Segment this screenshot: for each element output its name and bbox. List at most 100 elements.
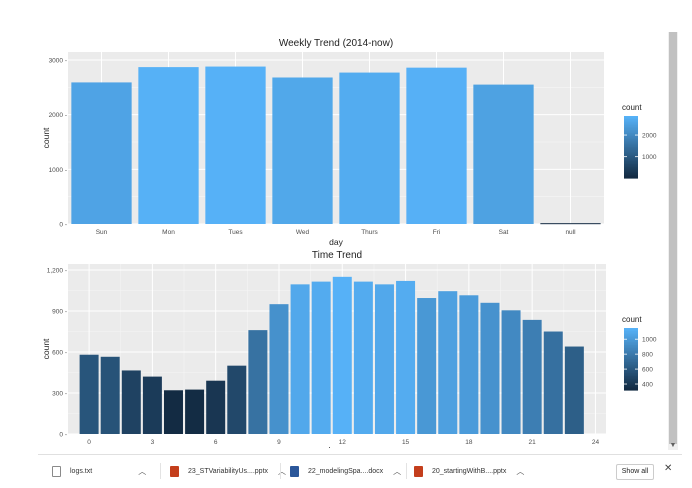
legend-gradient-step	[624, 362, 638, 365]
legend-gradient-step	[624, 329, 638, 332]
chevron-up-icon[interactable]: ︿	[393, 466, 402, 476]
legend-gradient-step	[624, 385, 638, 388]
show-all-button[interactable]: Show all	[616, 464, 654, 480]
scrollbar-thumb[interactable]	[669, 32, 677, 444]
x-tick-label: 24	[592, 439, 600, 446]
bar-hour-12	[332, 276, 352, 434]
close-icon[interactable]: ✕	[664, 463, 673, 474]
legend-gradient-step	[624, 168, 638, 171]
legend-gradient-step	[624, 176, 638, 179]
legend-gradient-step	[624, 167, 638, 170]
legend-gradient-step	[624, 151, 638, 154]
legend-gradient-step	[624, 142, 638, 145]
download-item-23[interactable]: 23_STVariabilityUs....pptx ︿	[170, 461, 286, 481]
legend-gradient-step	[624, 345, 638, 348]
chevron-up-icon[interactable]: ︿	[138, 466, 147, 476]
legend-gradient-step	[624, 153, 638, 156]
legend-gradient-step	[624, 171, 638, 174]
x-tick-label: 21	[529, 439, 537, 446]
legend-gradient-step	[624, 366, 638, 369]
legend-gradient-step	[624, 154, 638, 157]
legend-gradient-step	[624, 372, 638, 376]
y-tick-label: 0 -	[59, 222, 67, 229]
legend-gradient-step	[624, 174, 638, 178]
legend-gradient-step	[624, 157, 638, 160]
x-tick-label: 3	[151, 439, 155, 446]
legend-gradient-step	[624, 143, 638, 147]
x-tick-label: 9	[277, 439, 281, 446]
legend-gradient-step	[624, 360, 638, 363]
bar-hour-15	[396, 280, 416, 434]
legend-gradient-step	[624, 337, 638, 340]
legend-gradient-step	[624, 133, 638, 136]
bar-wed	[272, 77, 333, 224]
doc-file-icon	[290, 465, 299, 477]
legend-gradient-step	[624, 170, 638, 173]
legend-gradient-step	[624, 363, 638, 366]
chevron-up-icon[interactable]: ︿	[516, 466, 525, 476]
legend-gradient-step	[624, 117, 638, 120]
download-filename: 20_startingWithB....pptx	[432, 467, 507, 475]
legend-gradient-step	[624, 165, 638, 168]
x-tick-label: 15	[402, 439, 410, 446]
download-item-logs[interactable]: logs.txt ︿	[52, 461, 146, 481]
y-axis-label: count	[41, 127, 51, 148]
download-item-20[interactable]: 20_startingWithB....pptx ︿	[414, 461, 524, 481]
legend-gradient-step	[624, 377, 638, 380]
x-tick-label: 6	[214, 439, 218, 446]
legend-gradient-step	[624, 136, 638, 139]
bar-hour-16	[417, 298, 437, 434]
legend-gradient-step	[624, 340, 638, 343]
bar-hour-5	[185, 389, 205, 434]
legend-gradient-step	[624, 383, 638, 386]
legend-gradient-step	[624, 331, 638, 334]
legend-gradient-step	[624, 352, 638, 355]
legend-gradient-step	[624, 374, 638, 377]
legend-gradient-step	[624, 159, 638, 162]
legend-gradient-step	[624, 139, 638, 142]
legend-gradient-step	[624, 150, 638, 153]
legend-gradient-step	[624, 355, 638, 359]
legend-title: count	[622, 315, 642, 324]
bar-hour-18	[459, 295, 479, 434]
vertical-scrollbar[interactable]: ▼	[668, 32, 678, 450]
chart-title: Time Trend	[312, 250, 362, 261]
y-axis-label: count	[41, 338, 51, 359]
x-tick-label: Thurs	[361, 229, 378, 236]
x-axis-label: hour	[328, 445, 345, 448]
x-tick-label: Mon	[162, 229, 175, 236]
x-tick-label: Fri	[433, 229, 441, 236]
download-filename: logs.txt	[70, 467, 93, 475]
legend-tick-label: 800	[642, 352, 653, 359]
download-filename: 23_STVariabilityUs....pptx	[188, 467, 269, 475]
legend-tick-label: 1000	[642, 154, 657, 161]
x-tick-label: null	[565, 229, 576, 236]
bar-hour-7	[227, 365, 247, 434]
legend-gradient-step	[624, 116, 638, 119]
bar-sat	[473, 84, 534, 224]
bar-hour-14	[374, 284, 394, 434]
y-tick-label: 0 -	[59, 432, 67, 439]
ppt-file-icon	[170, 465, 179, 477]
legend-gradient-step	[624, 357, 638, 360]
legend-gradient-step	[624, 371, 638, 374]
x-tick-label: Tues	[228, 229, 243, 236]
bar-hour-10	[290, 284, 310, 434]
legend-gradient-step	[624, 125, 638, 128]
chart-title: Weekly Trend (2014-now)	[279, 38, 393, 49]
download-item-22[interactable]: 22_modelingSpa....docx ︿	[290, 461, 401, 481]
scroll-down-arrow-icon[interactable]: ▼	[669, 442, 677, 449]
bar-hour-8	[248, 330, 268, 434]
ppt-file-icon	[414, 465, 423, 477]
weekly-trend-chart: 0 - 1000 - 2000 - 3000 - Sun Mon Tues Wed Thurs F…	[41, 38, 657, 247]
legend-gradient-step	[624, 388, 638, 391]
x-axis-label: day	[329, 237, 343, 247]
bar-hour-13	[353, 281, 373, 434]
chevron-up-icon[interactable]: ︿	[278, 466, 287, 476]
legend-gradient-step	[624, 346, 638, 349]
bar-hour-19	[480, 302, 500, 434]
x-tick-label: 18	[465, 439, 473, 446]
x-tick-label: Sat	[499, 229, 509, 236]
y-tick-label: 300 -	[52, 391, 67, 398]
legend-gradient-step	[624, 359, 638, 362]
